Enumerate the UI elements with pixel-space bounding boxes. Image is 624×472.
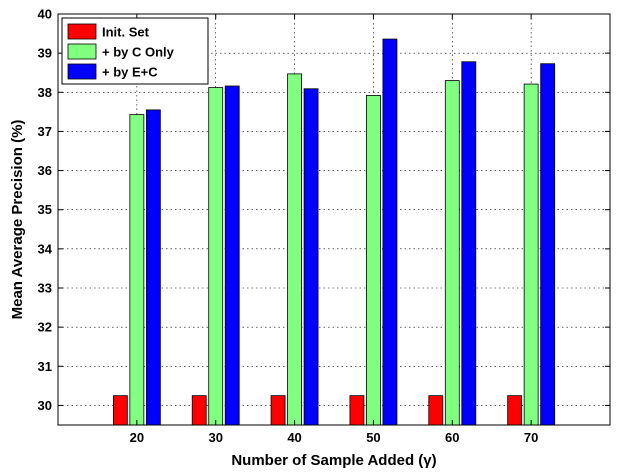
y-tick-label: 32	[38, 320, 52, 335]
x-tick-label: 30	[208, 430, 222, 445]
plot-frame	[57, 13, 611, 426]
x-tick-label: 40	[287, 430, 301, 445]
bar	[287, 73, 302, 426]
legend-label: + by E+C	[102, 65, 158, 80]
legend-swatch	[67, 63, 97, 80]
legend-label: Init. Set	[102, 25, 150, 40]
tick-layer: 30 31 32 33 34 35 36 37 38 39 40 20 30 40 50 60 70	[38, 7, 610, 445]
bar	[349, 395, 365, 426]
x-tick-label: 50	[366, 430, 380, 445]
bar	[112, 395, 128, 426]
legend-label: + by C Only	[102, 45, 175, 60]
bar	[129, 114, 145, 426]
y-tick-label: 37	[38, 124, 52, 139]
y-tick-label: 36	[38, 163, 52, 178]
legend: Init. Set + by C Only + by E+C	[61, 17, 209, 85]
legend-swatch	[67, 43, 97, 60]
bar	[507, 395, 523, 426]
bar	[145, 109, 161, 426]
bar	[303, 88, 319, 426]
x-axis-title: Number of Sample Added (γ)	[231, 452, 436, 469]
y-tick-label: 33	[38, 281, 52, 296]
legend-swatch	[67, 23, 97, 40]
bar	[444, 80, 460, 426]
x-tick-label: 60	[445, 430, 459, 445]
bar	[461, 61, 477, 426]
y-tick-label: 40	[38, 7, 52, 22]
y-tick-label: 35	[38, 202, 52, 217]
y-tick-label: 31	[38, 359, 52, 374]
x-tick-label: 70	[524, 430, 538, 445]
bar	[208, 87, 224, 426]
bar	[540, 63, 556, 426]
bar	[523, 83, 539, 426]
bar-layer	[112, 38, 556, 426]
y-tick-label: 30	[38, 398, 52, 413]
x-tick-label: 20	[130, 430, 144, 445]
y-axis-title: Mean Average Precision (%)	[9, 120, 26, 320]
bar	[224, 85, 240, 426]
bar	[382, 38, 398, 426]
bar	[428, 395, 444, 426]
bar	[366, 95, 381, 426]
y-tick-label: 39	[38, 46, 52, 61]
y-tick-label: 34	[38, 241, 53, 256]
bar	[270, 395, 286, 426]
bar	[191, 395, 207, 426]
y-tick-label: 38	[38, 85, 52, 100]
